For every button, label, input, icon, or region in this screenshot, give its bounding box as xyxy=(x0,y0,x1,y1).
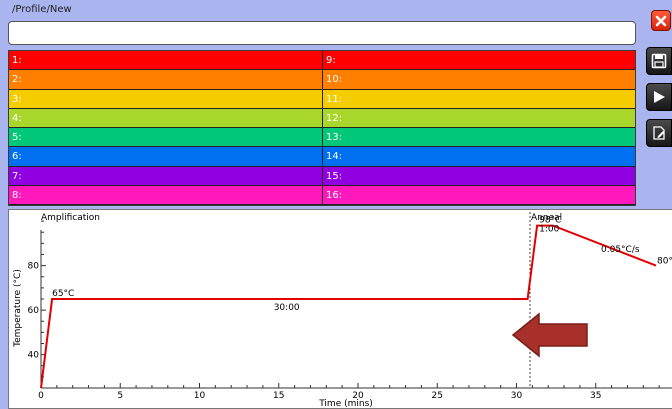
tube-row[interactable]: 15: xyxy=(322,166,635,186)
tube-row[interactable]: 11: xyxy=(322,89,635,109)
x-axis-label: Time (mins) xyxy=(318,399,373,409)
y-tick-label: 40 xyxy=(28,351,40,361)
close-icon xyxy=(655,15,667,26)
tube-grid: 1: 2: 3: 4: 5: 6: 7: 8: 9: 10: 11: 12: 13: 14: 15: 16: xyxy=(8,50,636,206)
x-tick-label: 15 xyxy=(273,391,284,401)
tube-row[interactable]: 1: xyxy=(9,51,322,71)
tube-row[interactable]: 5: xyxy=(9,128,322,148)
run-button[interactable] xyxy=(646,83,672,111)
tube-row[interactable]: 13: xyxy=(322,128,635,148)
tube-row[interactable]: 14: xyxy=(322,147,635,167)
tube-row[interactable]: 3: xyxy=(9,89,322,109)
tube-row[interactable]: 6: xyxy=(9,147,322,167)
profile-name-input[interactable] xyxy=(8,21,636,45)
path-label: /Profile/New xyxy=(12,4,72,15)
stage2-label: Anneal xyxy=(531,213,562,223)
floppy-disk-icon xyxy=(651,53,667,69)
tube-row[interactable]: 4: xyxy=(9,108,322,128)
tube-row[interactable]: 12: xyxy=(322,108,635,128)
tube-row[interactable]: 9: xyxy=(322,51,635,71)
edit-button[interactable] xyxy=(646,119,672,147)
y-axis-label: Temperature (°C) xyxy=(13,269,23,348)
tube-row[interactable]: 10: xyxy=(322,70,635,90)
hold1-temp-label: 65°C xyxy=(52,289,74,299)
y-tick-label: 60 xyxy=(28,306,40,316)
play-icon xyxy=(654,91,665,103)
x-tick-label: 20 xyxy=(352,391,364,401)
save-button[interactable] xyxy=(646,47,672,75)
edit-document-icon xyxy=(653,126,665,140)
hold2-temp-label: 98°C xyxy=(539,216,561,226)
tube-row[interactable]: 2: xyxy=(9,70,322,90)
y-tick-label: 80 xyxy=(28,262,40,272)
tube-row[interactable]: 7: xyxy=(9,166,322,186)
tube-row[interactable]: 16: xyxy=(322,185,635,205)
stage1-label: Amplification xyxy=(41,213,100,223)
x-tick-label: 35 xyxy=(590,391,601,401)
close-button[interactable] xyxy=(651,10,671,31)
profile-plot: 0 5 10 15 20 25 30 35 40 60 80 Amplification Annea… xyxy=(8,209,672,409)
hold2-time-label: 1:00 xyxy=(539,225,559,235)
temperature-profile-line xyxy=(40,224,657,389)
end-temp-label: 80°C xyxy=(657,257,672,267)
x-tick-label: 0 xyxy=(38,391,44,401)
hold1-time-label: 30:00 xyxy=(274,303,300,313)
tube-row[interactable]: 8: xyxy=(9,185,322,205)
x-tick-label: 10 xyxy=(194,391,206,401)
profile-chart: 0 5 10 15 20 25 30 35 40 60 80 Amplification Annea… xyxy=(13,212,672,409)
x-tick-label: 5 xyxy=(117,391,123,401)
x-tick-label: 25 xyxy=(432,391,443,401)
ramp-rate-label: 0.05°C/s xyxy=(601,245,640,255)
left-arrow-icon xyxy=(511,312,588,358)
x-tick-label: 30 xyxy=(511,391,523,401)
